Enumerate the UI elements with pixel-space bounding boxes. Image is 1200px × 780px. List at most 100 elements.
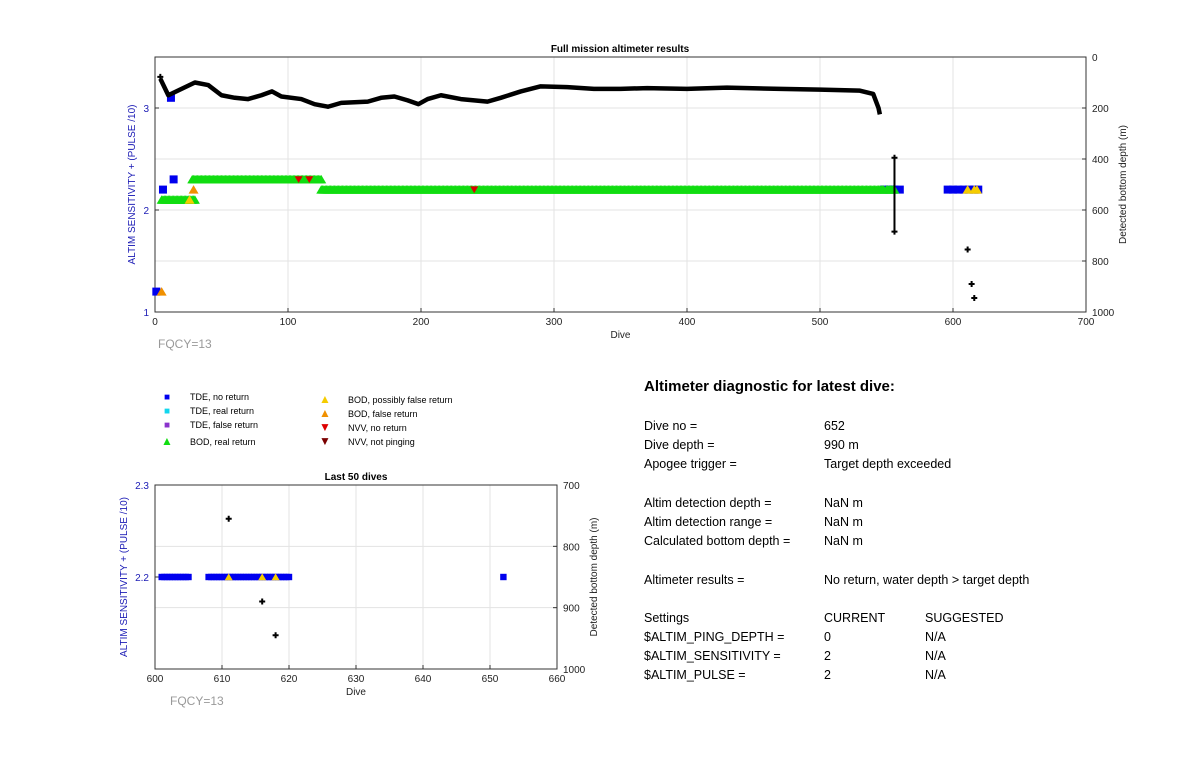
diag-label: Calculated bottom depth = <box>644 534 791 548</box>
diag-value: No return, water depth > target depth <box>824 573 1030 587</box>
legend-item: ■ TDE, no return <box>160 392 249 403</box>
x-tick-label: 100 <box>280 317 297 328</box>
settings-name: $ALTIM_PULSE = <box>644 668 746 682</box>
x-tick-label: 640 <box>415 674 432 685</box>
bod-false-return-marker <box>224 573 233 581</box>
settings-current-header: CURRENT <box>824 611 886 625</box>
x-tick-label: 660 <box>549 674 566 685</box>
fqcy-annotation: FQCY=13 <box>158 337 212 351</box>
y2-tick-label: 700 <box>563 481 580 492</box>
y2-tick-label: 200 <box>1092 104 1109 115</box>
plot-frame <box>154 56 1087 313</box>
legend-triangle-up-icon: ▲ <box>319 392 331 406</box>
legend-item: ▲ BOD, real return <box>160 434 256 448</box>
tde-no-return-marker <box>959 185 968 194</box>
settings-suggested-header: SUGGESTED <box>925 611 1004 625</box>
bod-false-return-marker <box>962 185 973 194</box>
settings-suggested: N/A <box>925 668 946 682</box>
legend-label: BOD, false return <box>348 409 418 419</box>
chart1-title: Full mission altimeter results <box>551 44 690 55</box>
diag-label: Apogee trigger = <box>644 457 737 471</box>
diag-value: NaN m <box>824 534 863 548</box>
legend-item: ▼ NVV, no return <box>318 420 407 434</box>
bottom-depth-marker <box>225 515 232 522</box>
x-tick-label: 630 <box>348 674 365 685</box>
settings-suggested: N/A <box>925 630 946 644</box>
x-tick-label: 500 <box>812 317 829 328</box>
tde-no-return-marker <box>500 573 507 581</box>
tde-no-return-marker <box>158 185 167 194</box>
bod-false-return-marker <box>271 573 280 581</box>
diag-label: Altim detection depth = <box>644 496 772 510</box>
y2-tick-label: 400 <box>1092 155 1109 166</box>
bottom-depth-marker <box>891 228 898 235</box>
bottom-depth-marker <box>272 632 279 639</box>
nvv-no-return-marker <box>294 176 303 183</box>
x-tick-label: 700 <box>1078 317 1095 328</box>
y2-tick-label: 0 <box>1092 53 1098 64</box>
y-tick-label: 2 <box>143 206 149 217</box>
tde-no-return-marker <box>185 573 192 581</box>
y2-tick-label: 800 <box>1092 257 1109 268</box>
legend-item: ■ TDE, real return <box>160 406 254 417</box>
y2-axis-label: Detected bottom depth (m) <box>589 518 600 637</box>
settings-label: Settings <box>644 611 690 625</box>
legend-item: ▲ BOD, possibly false return <box>318 392 453 406</box>
settings-current: 2 <box>824 649 831 663</box>
y2-tick-label: 1000 <box>1092 308 1115 319</box>
diag-value: 990 m <box>824 438 859 452</box>
x-tick-label: 610 <box>214 674 231 685</box>
y2-tick-label: 1000 <box>563 665 586 676</box>
tde-no-return-marker <box>285 573 293 581</box>
tde-no-return-marker <box>166 93 175 102</box>
bottom-depth-profile <box>158 77 883 115</box>
bottom-depth-marker <box>971 294 978 301</box>
legend: ■ TDE, no return ■ TDE, real return ■ TDE, fa… <box>160 392 500 452</box>
fqcy-annotation: FQCY=13 <box>170 694 224 708</box>
y-tick-label: 3 <box>143 104 149 115</box>
tde-no-return-marker <box>152 287 161 296</box>
x-tick-label: 200 <box>413 317 430 328</box>
legend-label: TDE, real return <box>190 406 255 416</box>
y2-tick-label: 600 <box>1092 206 1109 217</box>
nvv-no-return-marker <box>305 176 314 183</box>
bod-false-return-marker <box>258 573 267 581</box>
x-axis-label: Dive <box>610 330 630 341</box>
y2-axis-label: Detected bottom depth (m) <box>1118 125 1129 244</box>
x-tick-label: 300 <box>546 317 563 328</box>
tde-no-return-marker <box>949 185 957 194</box>
legend-item: ▲ BOD, false return <box>318 406 418 420</box>
legend-square-icon: ■ <box>163 392 171 403</box>
legend-item: ▼ NVV, not pinging <box>318 434 415 448</box>
bottom-depth-marker <box>891 154 898 161</box>
x-tick-label: 400 <box>679 317 696 328</box>
legend-triangle-down-icon: ▼ <box>319 420 331 434</box>
diagnostic-title: Altimeter diagnostic for latest dive: <box>644 378 895 395</box>
y-axis-label: ALTIM SENSITIVITY + (PULSE /10) <box>127 105 138 265</box>
legend-label: NVV, no return <box>348 423 407 433</box>
x-tick-label: 650 <box>482 674 499 685</box>
legend-triangle-up-icon: ▲ <box>319 406 331 420</box>
legend-triangle-down-icon: ▼ <box>319 434 331 448</box>
legend-label: BOD, real return <box>190 437 256 447</box>
diag-value: NaN m <box>824 496 863 510</box>
legend-item: ■ TDE, false return <box>160 420 258 431</box>
tde-no-return-marker <box>954 185 963 194</box>
diag-label: Altim detection range = <box>644 515 773 529</box>
tde-no-return-marker <box>895 185 904 194</box>
diag-value: 652 <box>824 419 845 433</box>
x-tick-label: 600 <box>945 317 962 328</box>
diag-label: Altimeter results = <box>644 573 745 587</box>
y-axis-label: ALTIM SENSITIVITY + (PULSE /10) <box>119 497 130 657</box>
x-axis-label: Dive <box>346 687 366 698</box>
x-tick-label: 620 <box>281 674 298 685</box>
tde-no-return-marker <box>169 175 178 184</box>
bottom-depth-marker <box>157 73 164 80</box>
settings-name: $ALTIM_PING_DEPTH = <box>644 630 785 644</box>
diag-label: Dive depth = <box>644 438 715 452</box>
bod-false-return-marker <box>971 185 982 194</box>
settings-suggested: N/A <box>925 649 946 663</box>
bottom-depth-marker <box>259 598 266 605</box>
bod-false-return-marker <box>188 185 199 194</box>
legend-square-icon: ■ <box>163 406 171 417</box>
